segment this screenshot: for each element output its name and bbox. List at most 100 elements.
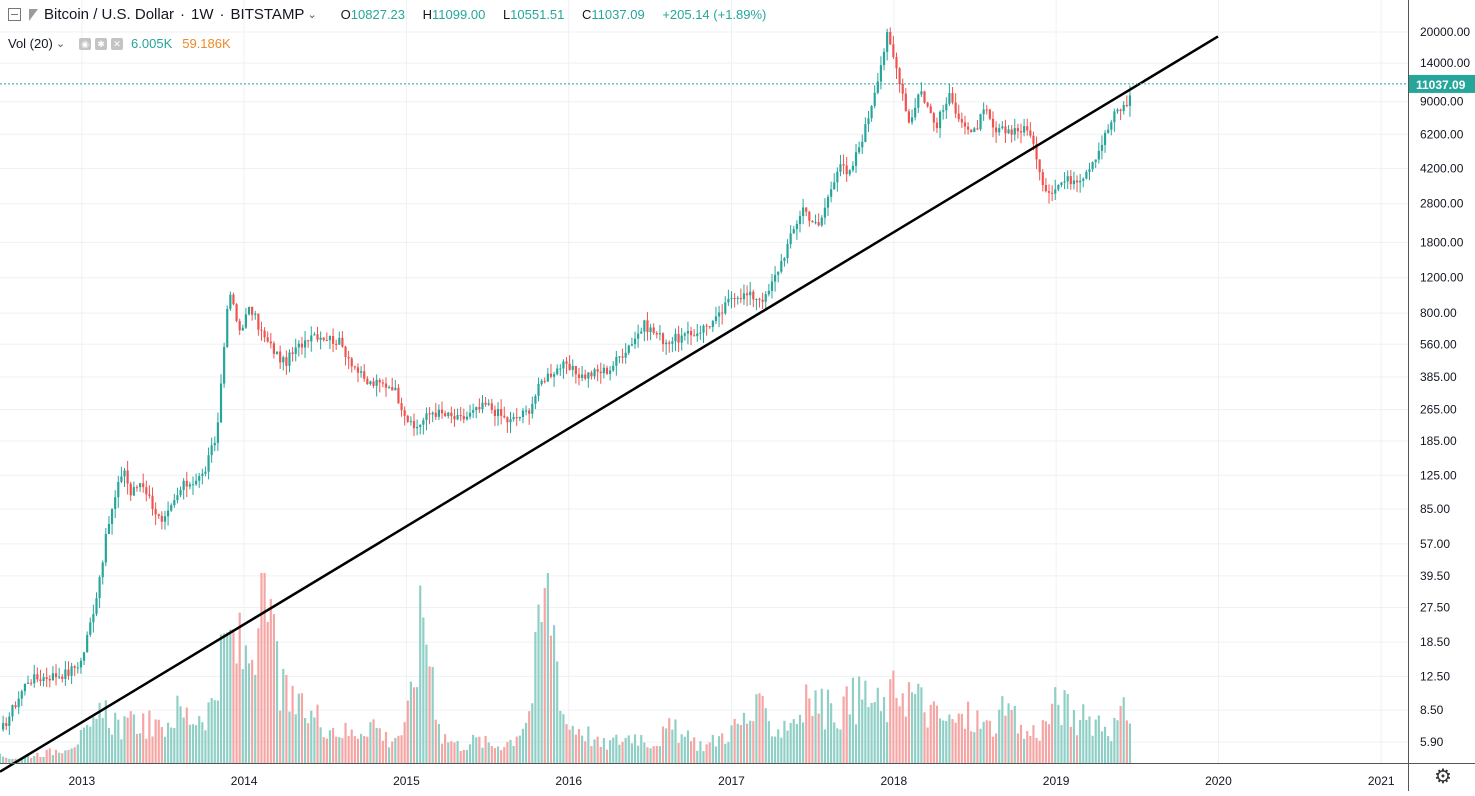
volume-bar	[552, 625, 556, 763]
candle-down	[503, 406, 506, 419]
candle-down	[285, 350, 288, 375]
candle-up	[587, 371, 590, 388]
candle-up	[945, 97, 948, 119]
candle-down	[745, 285, 749, 307]
candle-up	[167, 501, 170, 526]
candle-up	[521, 408, 525, 424]
volume-bar	[388, 747, 391, 763]
volume-bar	[95, 718, 98, 763]
candle-up	[627, 344, 630, 356]
candle-up	[195, 473, 198, 486]
candle-down	[444, 410, 447, 418]
chevron-down-icon[interactable]: ⌄	[307, 9, 317, 21]
volume-bar	[587, 726, 590, 763]
volume-bar	[668, 718, 671, 763]
candle-down	[689, 326, 693, 346]
candle-up	[394, 380, 397, 391]
candle-down	[67, 661, 70, 680]
candle-down	[1038, 159, 1041, 181]
candle-down	[135, 485, 139, 492]
volume-bar	[1097, 715, 1100, 763]
trendline[interactable]	[0, 35, 1219, 773]
candle-down	[752, 289, 755, 308]
exchange-label[interactable]: BITSTAMP	[230, 6, 305, 23]
volume-bar	[500, 750, 503, 763]
candle-up	[101, 560, 104, 585]
candle-up	[176, 487, 179, 504]
candle-up	[624, 343, 627, 364]
candle-up	[431, 411, 434, 423]
candle-up	[1013, 118, 1016, 141]
candle-up	[795, 220, 798, 240]
candle-up	[223, 342, 226, 388]
y-tick-label: 800.00	[1420, 306, 1457, 320]
volume-bar	[394, 737, 397, 763]
candle-up	[481, 395, 484, 414]
candle-up	[640, 327, 643, 334]
volume-bar	[266, 621, 269, 763]
volume-bar	[416, 687, 419, 763]
volume-bar	[512, 745, 515, 763]
volume-bar	[568, 729, 571, 763]
volume-bar	[1116, 720, 1119, 763]
candle-up	[861, 134, 864, 155]
y-tick-label: 185.00	[1420, 434, 1457, 448]
volume-bar	[758, 693, 761, 763]
symbol-name[interactable]: Bitcoin / U.S. Dollar	[44, 6, 175, 23]
gear-icon[interactable]: ✱	[95, 37, 108, 50]
eye-icon[interactable]: ◉	[79, 37, 92, 50]
candle-down	[126, 460, 129, 495]
volume-bar	[378, 728, 381, 763]
volume-bar	[8, 758, 11, 763]
candle-up	[686, 321, 690, 345]
y-tick-label: 9000.00	[1420, 95, 1464, 109]
volume-bar	[198, 716, 201, 763]
candle-down	[590, 370, 593, 380]
candle-up	[170, 503, 173, 512]
candle-down	[490, 398, 493, 414]
close-icon[interactable]: ✕	[111, 37, 124, 50]
candle-up	[696, 324, 699, 342]
candle-up	[204, 466, 207, 477]
settings-gear-icon[interactable]: ⚙	[1434, 766, 1452, 788]
volume-bar	[459, 751, 462, 763]
volume-bar	[506, 741, 509, 763]
volume-bar	[998, 709, 1001, 763]
candle-down	[462, 408, 465, 424]
volume-bar	[412, 687, 416, 763]
price-axis[interactable]	[1408, 0, 1475, 791]
volume-bar	[229, 629, 232, 763]
candle-up	[79, 657, 83, 674]
volume-bar	[1122, 697, 1125, 763]
candle-down	[403, 406, 406, 426]
volume-label[interactable]: Vol (20)	[8, 36, 53, 51]
chevron-down-icon[interactable]: ⌄	[55, 38, 66, 50]
volume-bar	[966, 701, 970, 763]
collapse-legend-icon[interactable]	[8, 8, 21, 21]
volume-bar	[135, 734, 139, 763]
volume-bar	[409, 681, 412, 763]
volume-bar	[674, 719, 677, 763]
candle-down	[923, 90, 926, 104]
volume-bar	[450, 741, 453, 763]
candle-down	[316, 326, 319, 343]
candle-up	[117, 475, 120, 508]
volume-bar	[942, 720, 945, 763]
interval-label[interactable]: 1W	[191, 6, 214, 23]
volume-bar	[680, 734, 683, 763]
candle-up	[338, 331, 341, 346]
volume-bar	[752, 721, 755, 763]
candle-down	[705, 323, 708, 336]
volume-bar	[89, 726, 92, 763]
candle-up	[110, 508, 114, 535]
candle-down	[341, 331, 344, 348]
candle-down	[440, 401, 444, 419]
volume-bar	[437, 724, 440, 763]
candle-up	[609, 366, 612, 381]
trendline-segment[interactable]	[0, 35, 1219, 773]
candle-down	[733, 293, 736, 308]
flag-icon[interactable]	[29, 8, 38, 21]
volume-bar	[145, 738, 148, 763]
